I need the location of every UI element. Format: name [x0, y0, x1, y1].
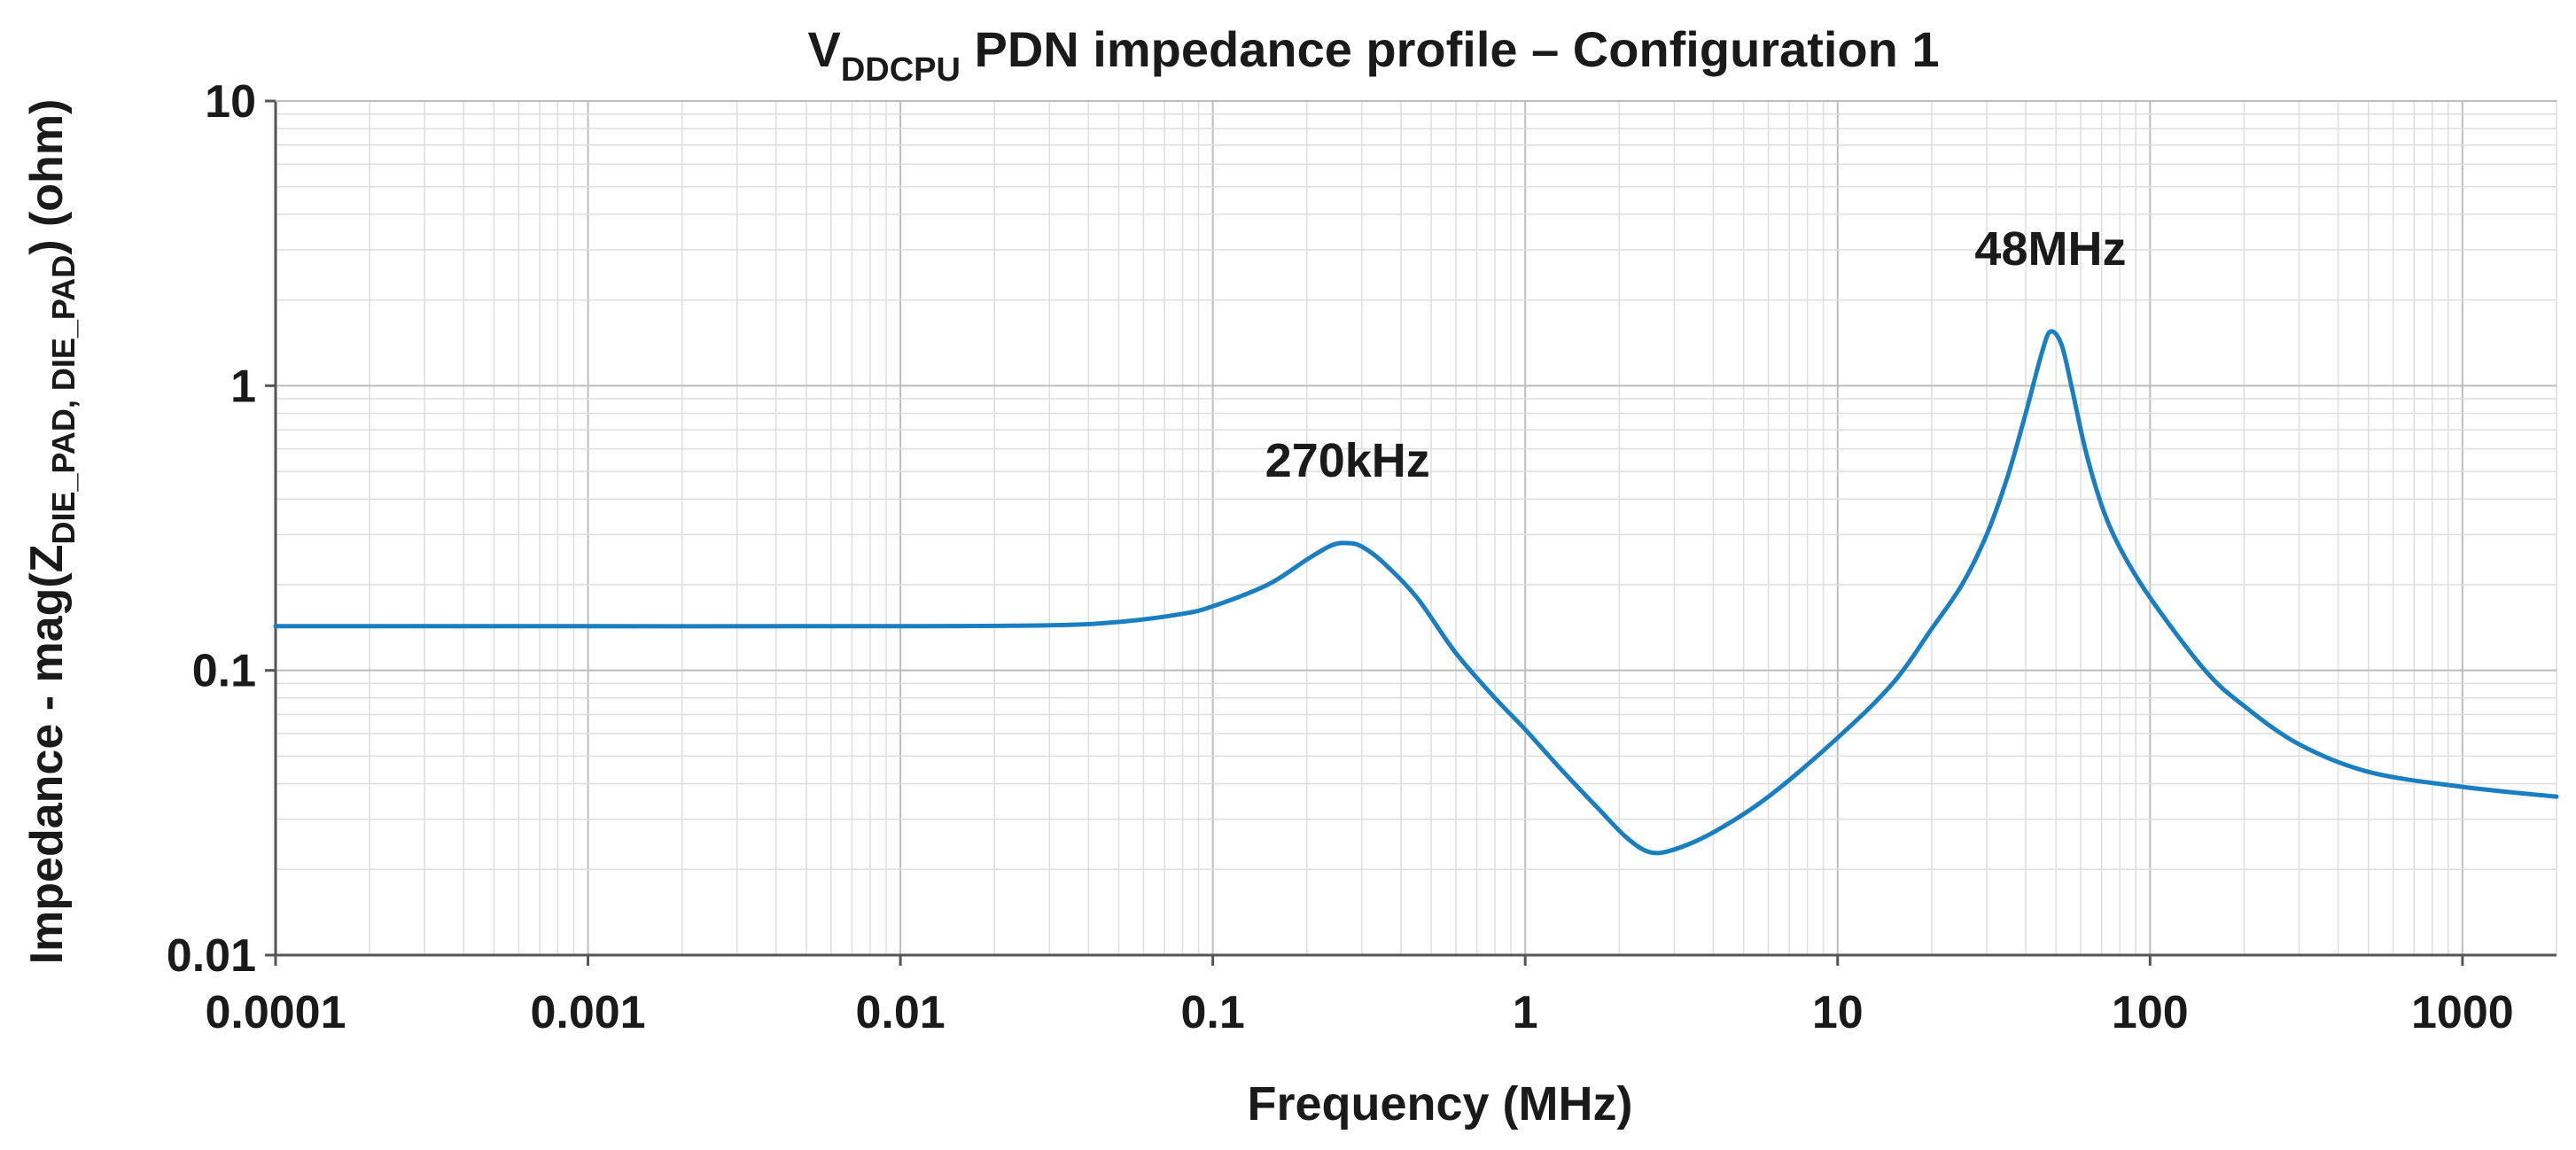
impedance-series-line	[273, 329, 2559, 856]
axis-layer	[265, 99, 2557, 966]
chart-title-suffix: PDN impedance profile – Configuration 1	[961, 21, 1940, 77]
x-tick-label: 0.001	[530, 987, 645, 1038]
x-tick-label: 10	[1812, 987, 1864, 1038]
y-tick-label: 0.1	[192, 646, 256, 697]
y-axis-label: Impedance - mag(ZDIE_PAD, DIE_PAD) (ohm)	[21, 99, 82, 965]
chart-title-subscript: DDCPU	[841, 51, 961, 89]
y-axis-label-prefix: Impedance - mag(Z	[21, 545, 73, 965]
grid-layer	[275, 100, 2557, 956]
y-tick-label: 0.01	[167, 930, 256, 982]
x-tick-label: 1000	[2411, 987, 2514, 1038]
x-tick-label: 0.0001	[205, 987, 346, 1038]
annotation-layer: 270kHz 48MHz	[1265, 222, 2127, 487]
y-axis-label-suffix: ) (ohm)	[21, 99, 73, 255]
x-tick-label: 0.1	[1181, 987, 1245, 1038]
x-tick-label: 1	[1513, 987, 1538, 1038]
series-layer	[273, 329, 2559, 856]
y-tick-label: 10	[205, 76, 256, 128]
tick-label-layer: 0.01 0.1 1 10 0.0001 0.001 0.01 0.1 1 10 100 1000	[167, 76, 2514, 1038]
x-axis-label: Frequency (MHz)	[1247, 1077, 1632, 1131]
chart-title-prefix: V	[807, 21, 840, 77]
peak-annotation: 48MHz	[1974, 222, 2126, 276]
y-tick-label: 1	[230, 361, 256, 412]
peak-annotation: 270kHz	[1265, 434, 1430, 487]
y-axis-label-subscript: DIE_PAD, DIE_PAD	[45, 255, 82, 545]
chart-title: VDDCPU PDN impedance profile – Configura…	[807, 21, 1939, 89]
x-tick-label: 100	[2112, 987, 2189, 1038]
x-tick-label: 0.01	[855, 987, 945, 1038]
